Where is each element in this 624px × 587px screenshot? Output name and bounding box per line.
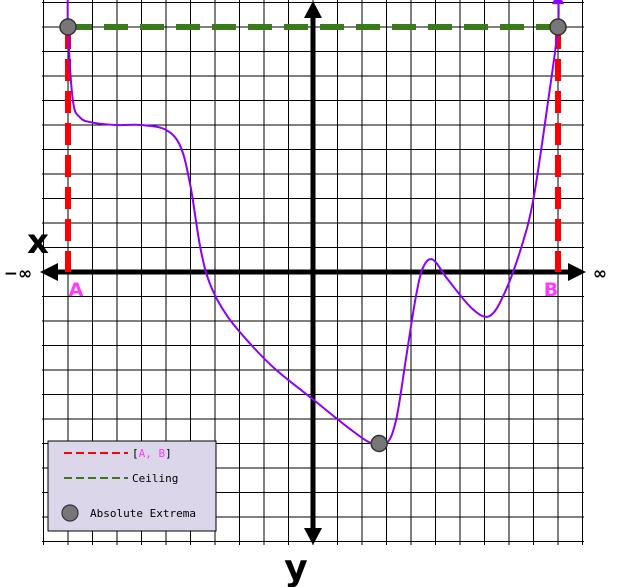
interval-label-a: A	[69, 279, 84, 301]
interval-label-b: B	[544, 279, 558, 301]
extrema-point	[370, 434, 388, 453]
legend-label-part: Ceiling	[132, 472, 178, 485]
axes	[40, 1, 586, 545]
extrema-point	[549, 18, 567, 36]
legend-label-part: A, B	[139, 447, 166, 460]
legend-label-part: [	[132, 447, 139, 460]
positive-infinity-label: ∞	[593, 264, 607, 284]
interval-lines	[65, 27, 561, 272]
x-axis-label: x	[27, 222, 49, 262]
extrema-points	[59, 18, 567, 453]
legend-label: Absolute Extrema	[90, 507, 196, 520]
legend-label-part: Absolute Extrema	[90, 507, 196, 520]
y-axis-top-arrow	[304, 1, 322, 18]
legend: [A, B] Ceiling Absolute Extrema	[47, 440, 217, 532]
legend-label: [A, B]	[132, 447, 172, 460]
x-axis-right-arrow	[568, 263, 586, 281]
function-curve	[66, 0, 564, 447]
negative-infinity-label: −∞	[4, 264, 32, 284]
legend-label-part: ]	[165, 447, 172, 460]
y-axis-label: y	[284, 548, 307, 587]
curve-path	[66, 0, 560, 447]
legend-label: Ceiling	[132, 472, 178, 485]
y-axis-bottom-arrow	[304, 528, 322, 545]
extrema-point	[59, 18, 77, 36]
curve-arrow-right	[552, 0, 564, 5]
x-axis-left-arrow	[40, 263, 58, 281]
axis-labels: x y −∞ ∞ A B	[4, 222, 607, 587]
legend-swatch-dot	[61, 504, 79, 522]
